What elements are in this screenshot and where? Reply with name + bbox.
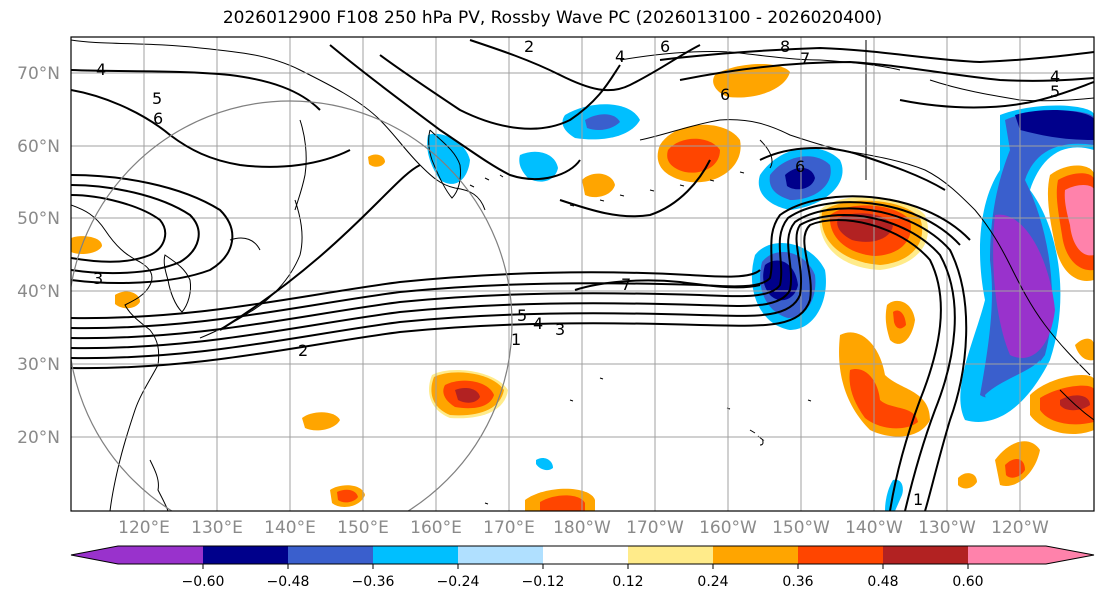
contour-label: 5 — [1050, 82, 1060, 101]
colorbar-swatch — [713, 546, 798, 564]
colorbar-swatch — [203, 546, 288, 564]
contour-label: 7 — [800, 49, 810, 68]
map-border — [70, 36, 1095, 512]
colorbar-swatch — [968, 546, 1046, 564]
lon-axis: 120°E 130°E 140°E 150°E 160°E 170°E 180°… — [118, 518, 1049, 538]
colorbar-swatch — [1046, 546, 1094, 564]
lat-axis: 70°N 60°N 50°N 40°N 30°N 20°N — [17, 64, 60, 448]
contour-label: 6 — [795, 157, 805, 176]
region-circle — [71, 100, 513, 511]
colorbar-tick-label: −0.12 — [522, 574, 565, 590]
lat-label: 20°N — [17, 428, 60, 448]
colorbar-tick-label: −0.60 — [182, 574, 225, 590]
contour-label: 6 — [660, 37, 670, 56]
contour-label: 2 — [298, 341, 308, 360]
map-title: 2026012900 F108 250 hPa PV, Rossby Wave … — [222, 8, 883, 28]
lat-label: 60°N — [17, 137, 60, 157]
colorbar-swatch — [798, 546, 883, 564]
colorbar-tick-label: 0.48 — [867, 574, 898, 590]
colorbar-swatch — [71, 546, 118, 564]
colorbar-outline — [70, 545, 1095, 565]
colorbar-swatch — [628, 546, 713, 564]
lon-label: 130°W — [918, 518, 976, 538]
contour-label: 4 — [615, 47, 625, 66]
contour-label: 4 — [1050, 67, 1060, 86]
colorbar: −0.60 −0.48 −0.36 −0.24 −0.12 0.12 0.24 … — [70, 545, 1095, 590]
contour-label: 3 — [93, 269, 103, 288]
contour-label: 1 — [913, 490, 923, 509]
colorbar-swatch — [458, 546, 543, 564]
lat-label: 30°N — [17, 355, 60, 375]
contour-label: 7 — [621, 275, 631, 294]
colorbar-tick-label: 0.24 — [697, 574, 728, 590]
lon-label: 180°W — [553, 518, 611, 538]
contour-label: 8 — [780, 37, 790, 56]
contour-label: 5 — [152, 89, 162, 108]
colorbar-swatch — [543, 546, 628, 564]
lat-label: 50°N — [17, 209, 60, 229]
lon-label: 140°E — [264, 518, 316, 538]
contour-label: 4 — [533, 314, 543, 333]
lon-label: 120°E — [118, 518, 170, 538]
contour-label-group: 1 2 3 4 5 6 7 8 4 5 3 2 6 7 6 4 5 1 6 4 — [93, 37, 1060, 509]
colorbar-swatch — [883, 546, 968, 564]
lat-label: 70°N — [17, 64, 60, 84]
lon-label: 150°W — [772, 518, 830, 538]
pv-contours — [71, 39, 1094, 511]
lon-label: 160°W — [699, 518, 757, 538]
colorbar-swatch — [288, 546, 373, 564]
lon-label: 170°W — [626, 518, 684, 538]
colorbar-tick-label: 0.60 — [952, 574, 983, 590]
colorbar-tick-label: 0.36 — [782, 574, 813, 590]
lon-label: 130°E — [191, 518, 243, 538]
contour-label: 2 — [524, 37, 534, 56]
colorbar-tick-label: −0.24 — [437, 574, 480, 590]
contour-label: 4 — [96, 60, 106, 79]
lon-label: 150°E — [337, 518, 389, 538]
lon-label: 120°W — [991, 518, 1049, 538]
contour-label: 3 — [555, 320, 565, 339]
contour-label: 1 — [511, 330, 521, 349]
colorbar-swatch — [373, 546, 458, 564]
colorbar-tick-label: −0.48 — [267, 574, 310, 590]
colorbar-tick-label: 0.12 — [612, 574, 643, 590]
colorbar-tick-label: −0.36 — [352, 574, 395, 590]
lon-label: 170°E — [483, 518, 535, 538]
lon-label: 160°E — [410, 518, 462, 538]
colorbar-swatch — [118, 546, 203, 564]
contour-label: 6 — [720, 85, 730, 104]
contour-label: 5 — [517, 306, 527, 325]
lon-label: 140°W — [845, 518, 903, 538]
graticule — [71, 37, 1094, 511]
contour-label: 6 — [153, 109, 163, 128]
lat-label: 40°N — [17, 282, 60, 302]
